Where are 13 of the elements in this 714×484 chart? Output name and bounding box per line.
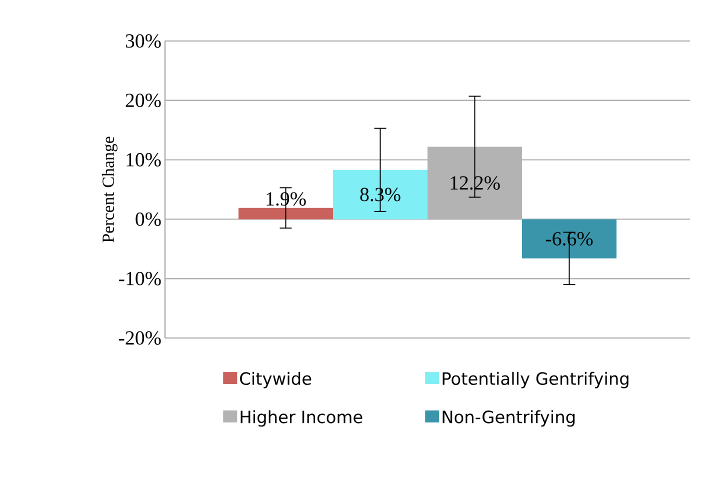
y-axis-title: Percent Change bbox=[102, 136, 118, 242]
y-tick-label: 30% bbox=[126, 34, 161, 48]
legend-label: Citywide bbox=[240, 372, 312, 388]
bar bbox=[238, 208, 334, 220]
y-tick-label: -10% bbox=[119, 272, 161, 286]
legend-label: Higher Income bbox=[240, 410, 362, 427]
y-tick-label: 0% bbox=[136, 212, 161, 226]
y-tick-label: 10% bbox=[126, 153, 161, 167]
legend-label: Non-Gentrifying bbox=[442, 410, 575, 427]
legend-label: Potentially Gentrifying bbox=[442, 372, 628, 388]
y-tick-label: 20% bbox=[126, 94, 161, 108]
y-tick-label: -20% bbox=[119, 331, 161, 345]
bar bbox=[333, 170, 428, 220]
